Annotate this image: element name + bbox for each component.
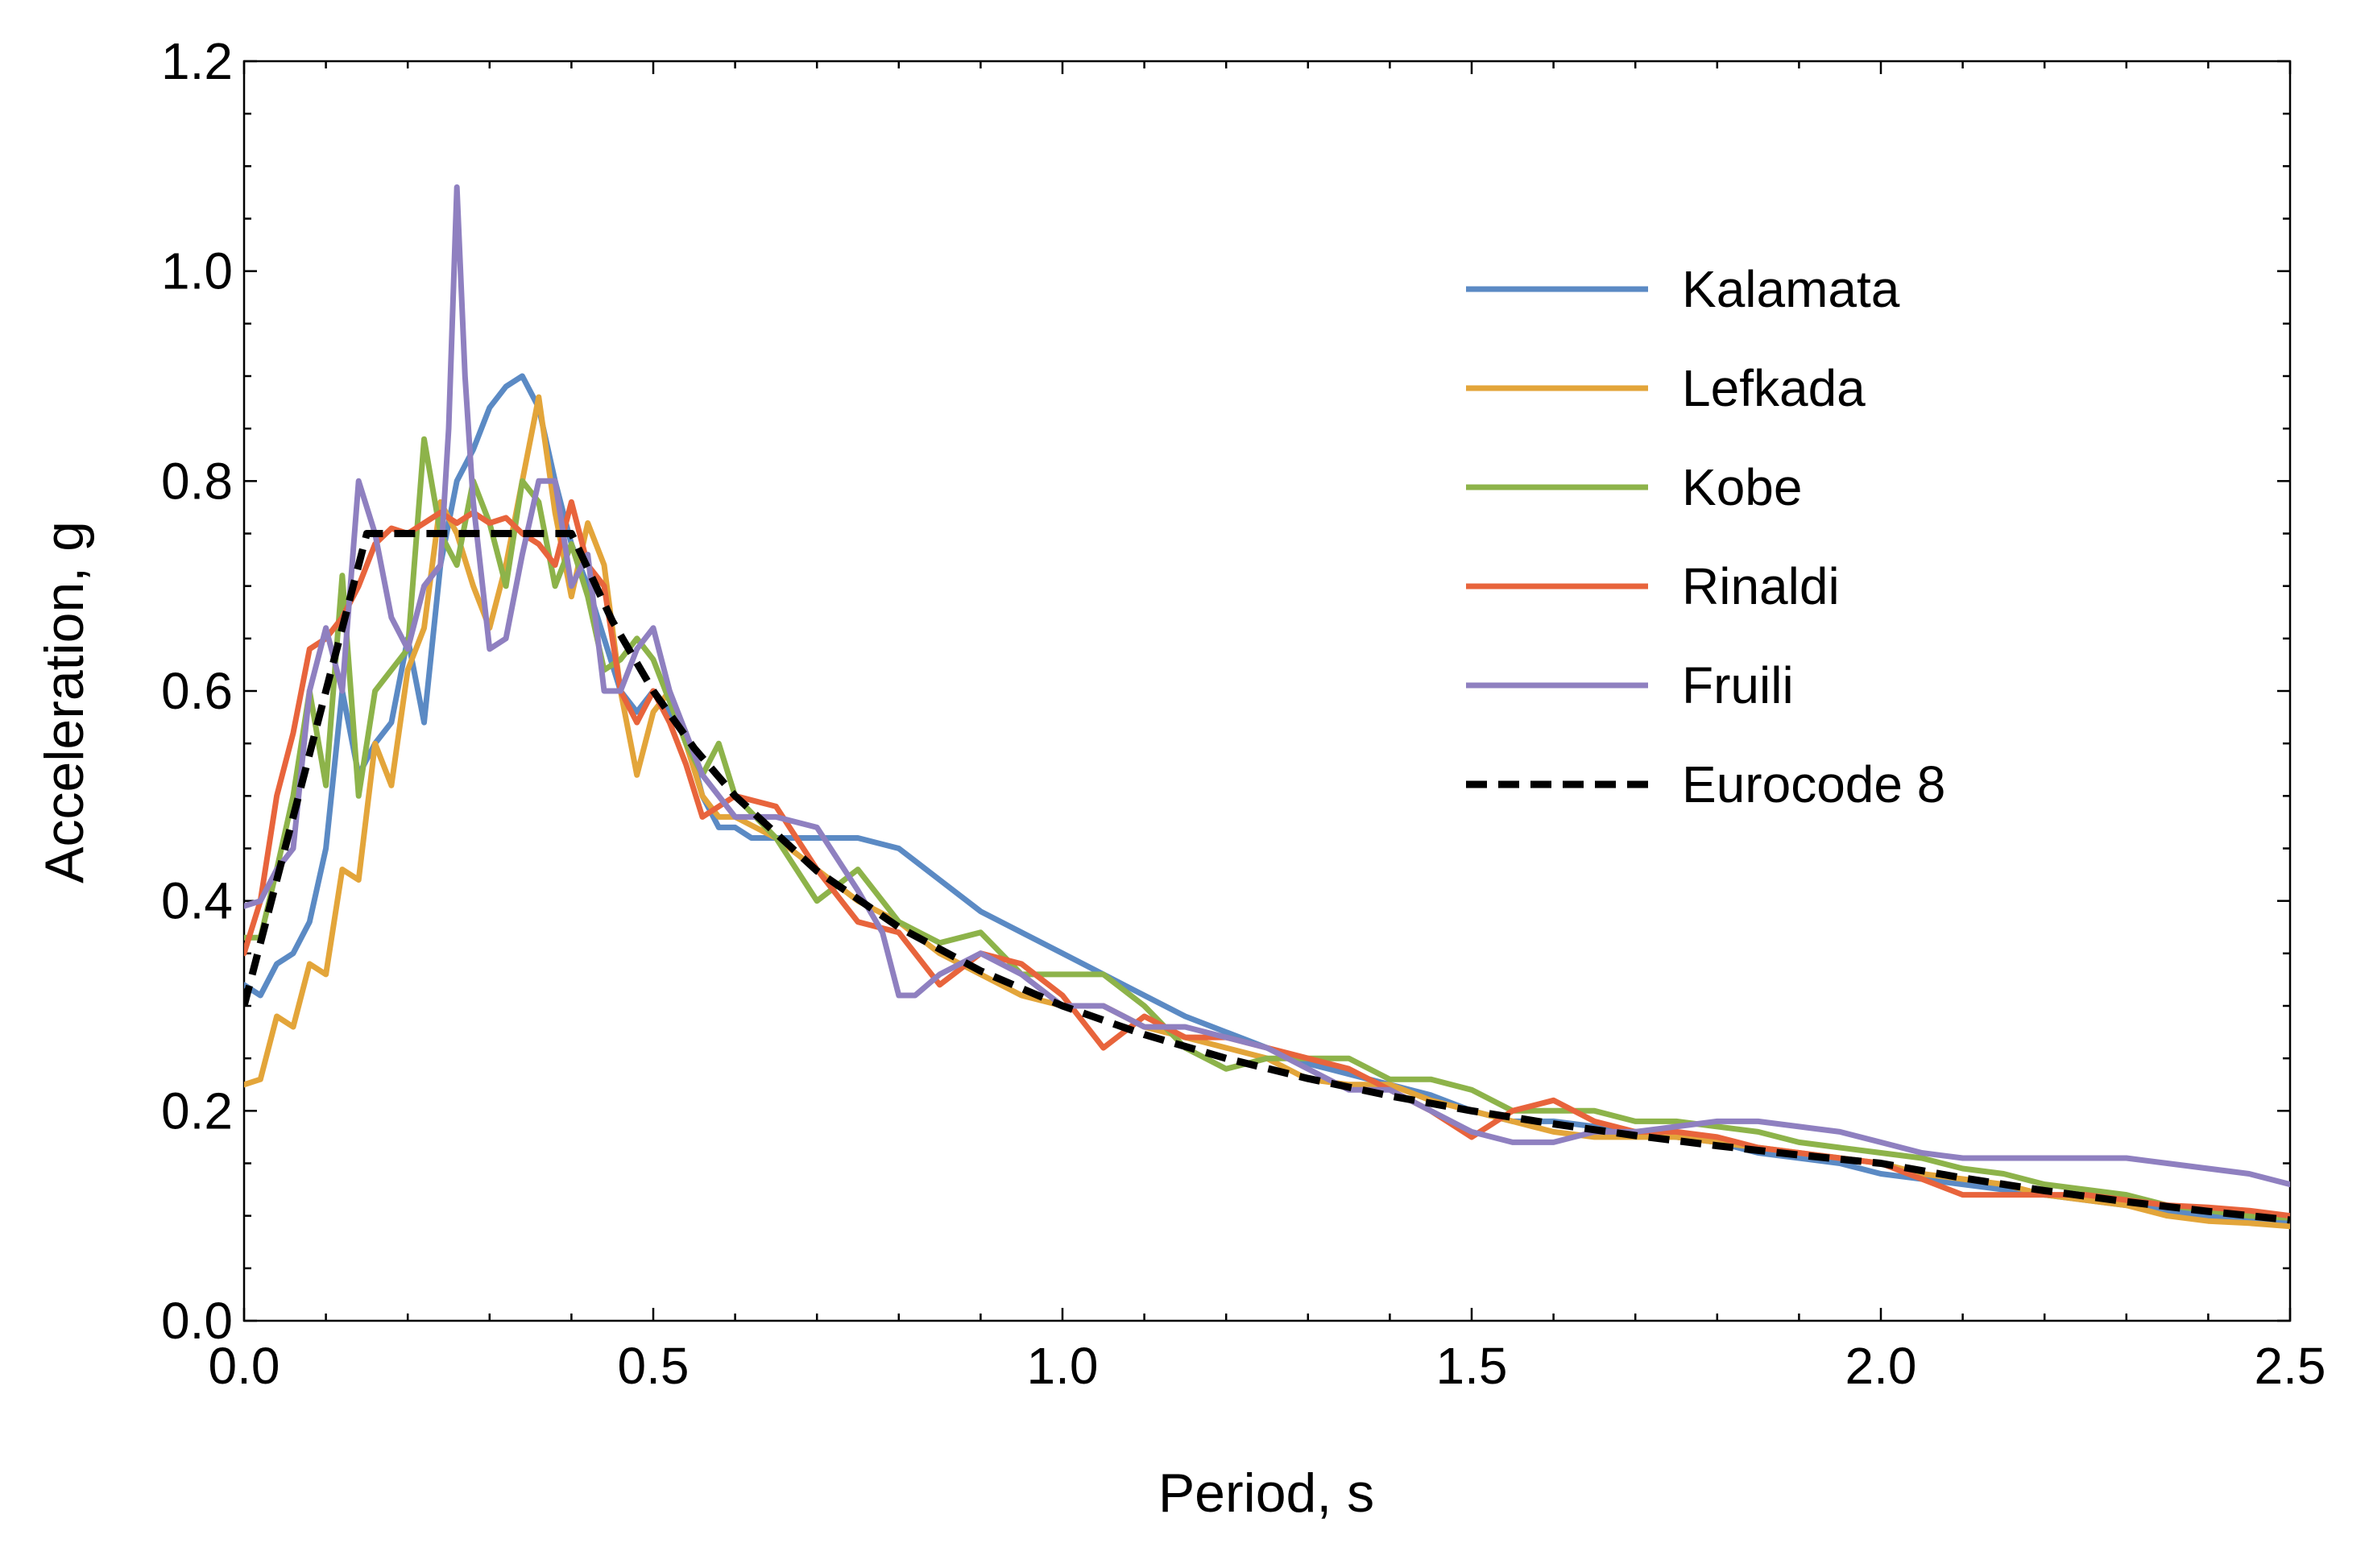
y-tick-label: 1.2 (161, 32, 233, 90)
legend-label-lefkada: Lefkada (1682, 359, 1866, 417)
y-axis-title: Acceleration, g (34, 521, 95, 883)
plot-area: 0.0 0.5 1.0 1.5 2.0 2.5 0.0 0.2 0.4 0.6 0.8 1.0 1.2 (161, 32, 2326, 1395)
y-tick-label: 0.6 (161, 662, 233, 720)
x-tick-label: 1.0 (1027, 1337, 1099, 1395)
y-tick-label: 0.8 (161, 452, 233, 510)
legend-label-eurocode-8: Eurocode 8 (1682, 755, 1945, 813)
y-tick-label: 0.4 (161, 872, 233, 930)
legend: Kalamata Lefkada Kobe Rinaldi Fruili Eurocode… (1466, 260, 1945, 813)
legend-label-kobe: Kobe (1682, 458, 1802, 516)
legend-label-fruili: Fruili (1682, 656, 1794, 714)
y-tick-label: 1.0 (161, 242, 233, 300)
legend-label-rinaldi: Rinaldi (1682, 557, 1840, 615)
x-axis-title: Period, s (1158, 1463, 1374, 1524)
y-tick-label: 0.0 (161, 1292, 233, 1350)
x-tick-label: 0.5 (618, 1337, 690, 1395)
y-tick-label: 0.2 (161, 1082, 233, 1140)
x-tick-label: 2.5 (2255, 1337, 2326, 1395)
x-tick-label: 1.5 (1436, 1337, 1508, 1395)
legend-label-kalamata: Kalamata (1682, 260, 1900, 318)
series-line-kobe (244, 436, 2290, 1221)
x-tick-label: 2.0 (1845, 1337, 1917, 1395)
series-line-fruili (244, 184, 2290, 1188)
x-tick-label: 0.0 (209, 1337, 280, 1395)
series-group (244, 184, 2290, 1230)
series-line-eurocode-8 (244, 530, 2290, 1224)
